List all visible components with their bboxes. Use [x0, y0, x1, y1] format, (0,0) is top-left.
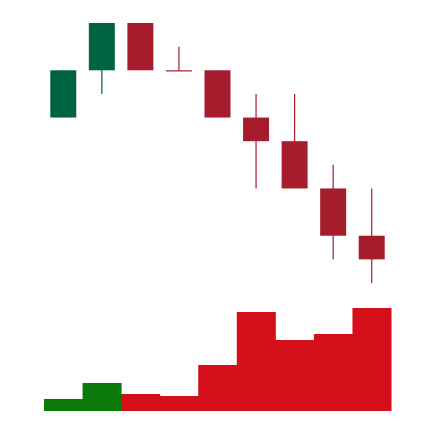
volume-bar — [198, 365, 238, 411]
volume-bar — [313, 334, 353, 411]
candle-body — [358, 235, 385, 260]
volume-bar — [44, 399, 84, 411]
candle-body — [50, 70, 77, 118]
volume-bar — [352, 308, 392, 411]
candle-body — [204, 70, 231, 118]
candle-body — [320, 188, 347, 236]
volume-bar — [159, 396, 199, 411]
candle-body — [243, 117, 270, 142]
volume-bar — [82, 383, 122, 411]
volume-bar — [275, 340, 315, 411]
candle-body — [127, 23, 154, 71]
volume-bar — [236, 312, 276, 411]
candle-body — [281, 141, 308, 189]
volume-bar — [121, 394, 161, 411]
candle-body — [165, 70, 192, 72]
candle-body — [88, 23, 115, 71]
